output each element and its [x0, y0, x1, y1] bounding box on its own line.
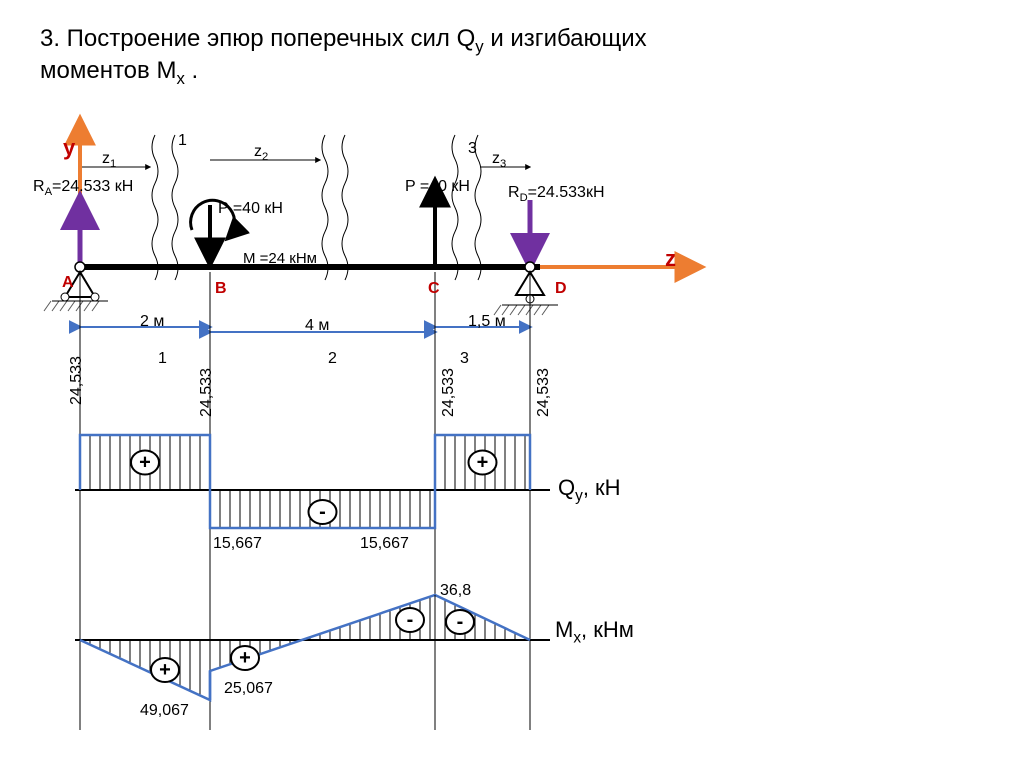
q-neg-1: 15,667: [213, 535, 262, 553]
m-val-49: 49,067: [140, 702, 189, 720]
point-d: D: [555, 280, 567, 298]
rd-label: RD=24.533кН: [508, 184, 605, 204]
p2-label: P =40 кН: [405, 178, 470, 196]
q-val-4: 24,533: [535, 368, 553, 417]
svg-text:+: +: [139, 452, 151, 474]
dim-4m: 4 м: [305, 317, 329, 335]
svg-text:+: +: [239, 647, 251, 669]
m-label: M =24 кНм: [243, 250, 317, 267]
sect-1b: 1: [158, 350, 167, 368]
z3-label: z3: [492, 150, 506, 170]
dim-2m: 2 м: [140, 313, 164, 331]
z-axis-label: z: [665, 246, 676, 272]
sect-3b: 3: [460, 350, 469, 368]
svg-text:-: -: [457, 611, 464, 633]
z1-label: z1: [102, 150, 116, 170]
mx-label: Mx, кНм: [555, 617, 634, 647]
q-neg-2: 15,667: [360, 535, 409, 553]
point-c: C: [428, 280, 440, 298]
svg-text:-: -: [407, 609, 414, 631]
section-1: 1: [178, 132, 187, 150]
m-val-25: 25,067: [224, 680, 273, 698]
ra-label: RA=24.533 кН: [33, 178, 133, 198]
q-val-2: 24,533: [198, 368, 216, 417]
svg-text:+: +: [159, 659, 171, 681]
dim-15m: 1,5 м: [468, 313, 506, 331]
svg-text:+: +: [477, 452, 489, 474]
z2-label: z2: [254, 143, 268, 163]
y-axis-label: y: [63, 135, 75, 161]
beam-diagram: + - + + + - -: [0, 0, 1024, 767]
qy-label: Qy, кН: [558, 475, 621, 505]
q-val-1: 24,533: [68, 356, 86, 405]
svg-text:-: -: [319, 501, 326, 523]
point-a: A: [62, 274, 74, 292]
m-val-368: 36,8: [440, 582, 471, 600]
section-3: 3: [468, 140, 477, 158]
sect-2b: 2: [328, 350, 337, 368]
p1-label: P =40 кН: [218, 200, 283, 218]
q-val-3: 24,533: [440, 368, 458, 417]
point-b: B: [215, 280, 227, 298]
